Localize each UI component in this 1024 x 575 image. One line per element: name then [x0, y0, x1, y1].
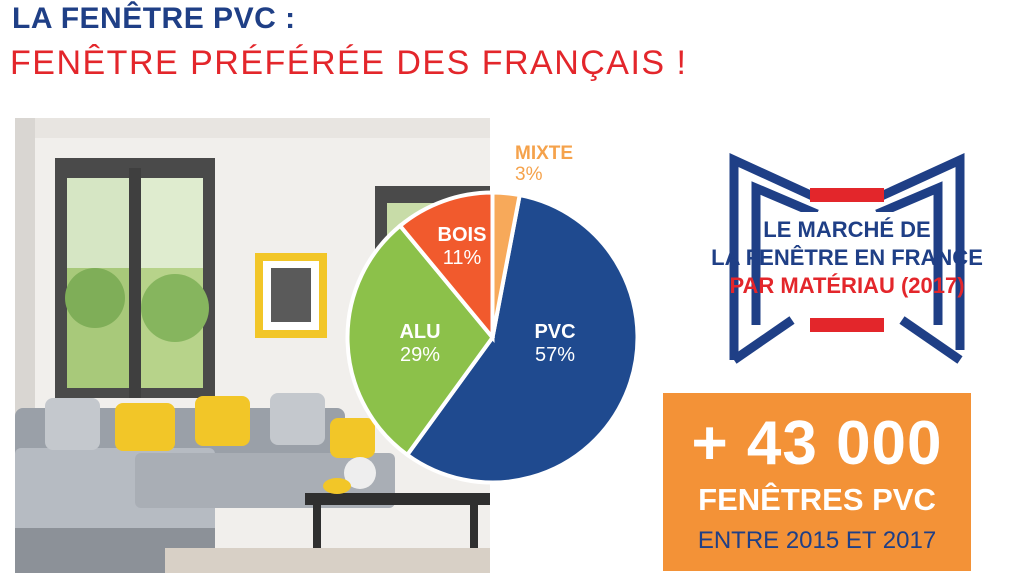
slice-value-alu: 29%	[399, 344, 441, 366]
stat-period: ENTRE 2015 ET 2017	[697, 527, 937, 554]
stat-box: + 43 000 FENÊTRES PVC ENTRE 2015 ET 2017	[663, 393, 971, 571]
slice-name-pvc: PVC	[534, 321, 576, 343]
page-title-line1: LA FENÊTRE PVC :	[12, 2, 296, 35]
slice-name-mixte: MIXTE	[515, 143, 574, 164]
slice-label-alu: ALU 29%	[380, 321, 460, 367]
slice-label-pvc: PVC 57%	[515, 321, 595, 367]
pie-slice-pvc	[404, 192, 640, 485]
page-title-line2: FENÊTRE PRÉFÉRÉE DES FRANÇAIS !	[10, 44, 688, 82]
slice-name-bois: BOIS	[437, 224, 487, 246]
slice-value-bois: 11%	[442, 247, 482, 269]
pie-slice-bois	[397, 190, 495, 344]
badge-line3: PAR MATÉRIAU (2017)	[729, 273, 965, 298]
pie-chart-svg	[345, 190, 640, 485]
slice-label-mixte: MIXTE 3%	[515, 143, 573, 185]
stat-number: + 43 000	[691, 409, 943, 478]
badge-line1: LE MARCHÉ DE	[763, 217, 931, 242]
badge-line2: LA FENÊTRE EN FRANCE	[711, 245, 983, 270]
slice-name-alu: ALU	[399, 321, 441, 343]
slice-value-pvc: 57%	[534, 344, 576, 366]
pie-slice-alu	[345, 222, 496, 458]
pie-chart	[340, 185, 645, 490]
slice-label-bois: BOIS 11%	[425, 224, 499, 270]
stat-label: FENÊTRES PVC	[698, 482, 936, 517]
badge-caption: LE MARCHÉ DE LA FENÊTRE EN FRANCE PAR MA…	[697, 216, 997, 300]
pie-slice-mixte	[490, 190, 523, 338]
slice-value-mixte: 3%	[515, 164, 543, 185]
window-badge-icon	[722, 150, 972, 372]
